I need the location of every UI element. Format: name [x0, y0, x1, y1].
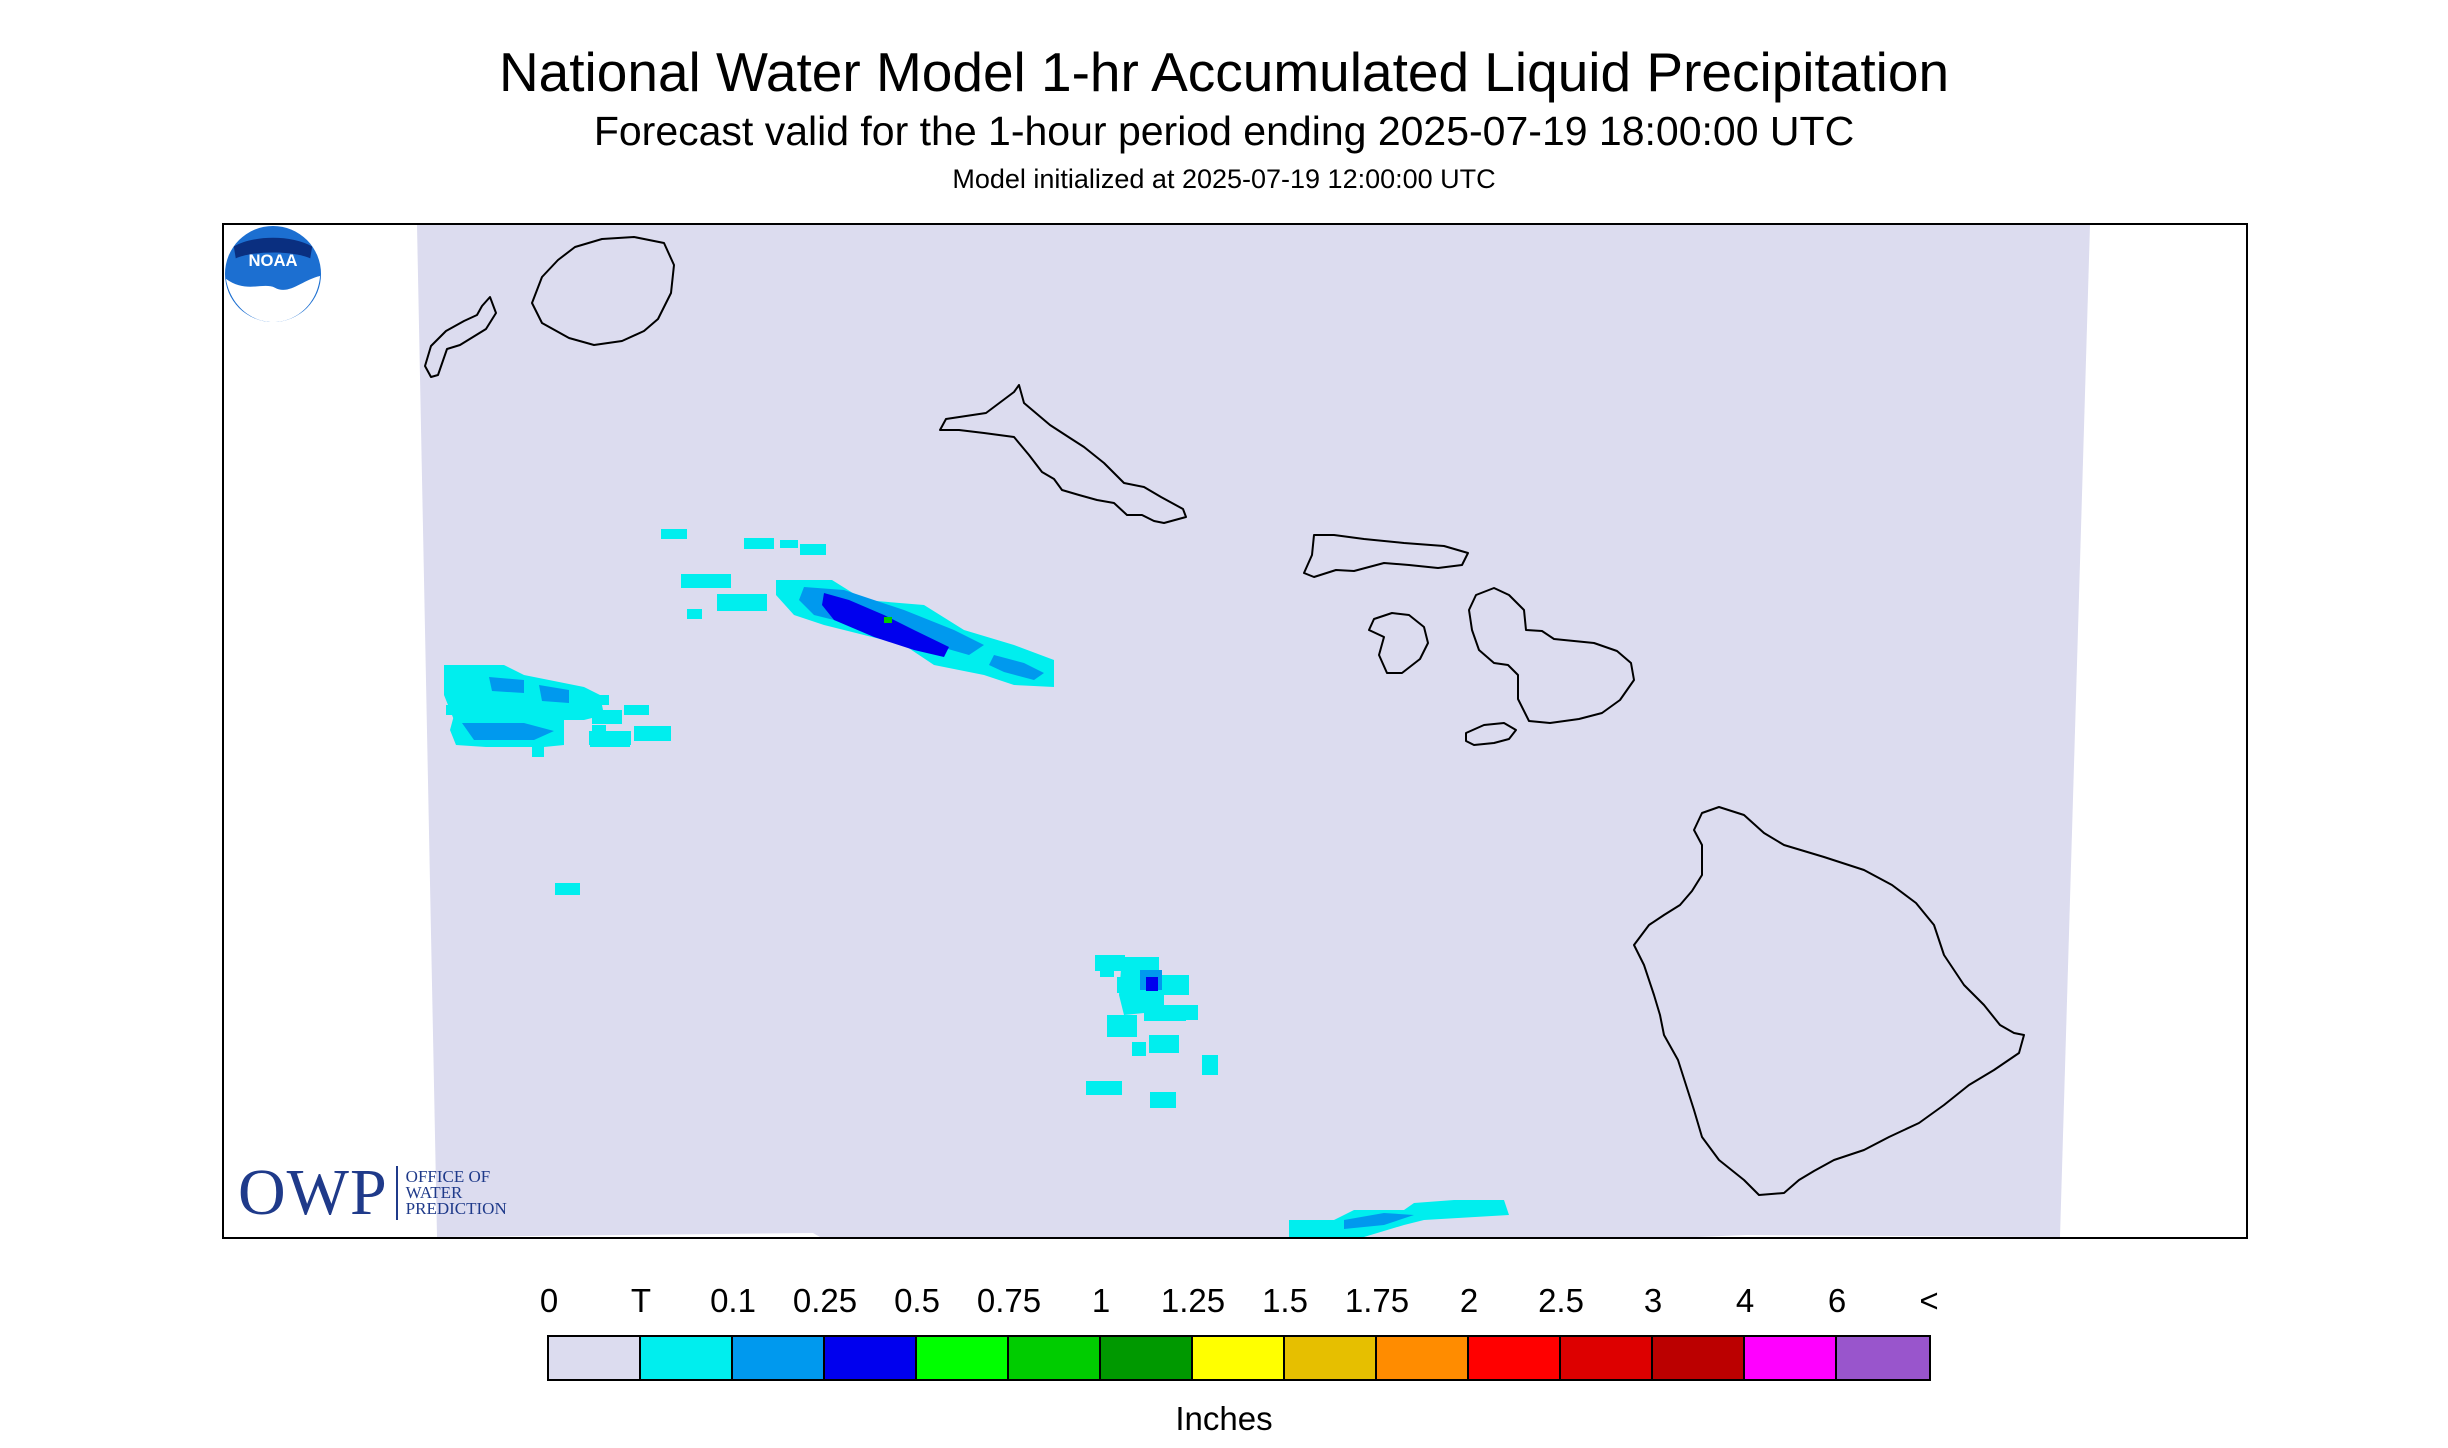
legend-swatch: [1561, 1337, 1653, 1379]
legend-swatch: [641, 1337, 733, 1379]
legend-label: 2: [1459, 1282, 1479, 1319]
map-canvas: [417, 225, 2090, 1237]
owp-logo-text: OFFICE OF WATER PREDICTION: [405, 1167, 507, 1218]
legend-label: 1.25: [1160, 1282, 1226, 1319]
legend-label: 3: [1643, 1282, 1663, 1319]
legend-labels: 0 T 0.1 0.25 0.5 0.75 1 1.25 1.5 1.75 2 2.5 3 4 6 <: [0, 1282, 2448, 1322]
legend-swatch: [1193, 1337, 1285, 1379]
island-molokai: [1303, 534, 1469, 578]
legend-swatch: [1101, 1337, 1193, 1379]
island-kahoolawe: [1465, 722, 1517, 746]
model-init-time: Model initialized at 2025-07-19 12:00:00…: [952, 164, 1496, 194]
noaa-logo: NOAA: [224, 225, 322, 323]
legend-swatch: [1377, 1337, 1469, 1379]
legend-swatch: [1653, 1337, 1745, 1379]
island-oahu: [939, 384, 1187, 524]
owp-logo: OWP OFFICE OF WATER PREDICTION: [238, 1155, 507, 1231]
legend-label: 0.75: [976, 1282, 1042, 1319]
legend-swatch: [733, 1337, 825, 1379]
legend-label: 2.5: [1538, 1282, 1584, 1319]
legend-label: 0.5: [894, 1282, 940, 1319]
noaa-logo-text: NOAA: [248, 251, 297, 270]
owp-logo-mark: OWP: [238, 1156, 388, 1229]
legend-label: 4: [1735, 1282, 1755, 1319]
island-lanai: [1368, 612, 1429, 674]
precip-peak-cell: [884, 617, 892, 623]
legend-label: <: [1919, 1282, 1939, 1319]
legend-units: Inches: [1175, 1400, 1273, 1437]
legend-label: 1: [1091, 1282, 1111, 1319]
legend-label: 6: [1827, 1282, 1847, 1319]
legend-label: 1.5: [1262, 1282, 1308, 1319]
precipitation-map: OWP OFFICE OF WATER PREDICTION NOAA: [222, 223, 2248, 1239]
coastlines: [424, 236, 2025, 1196]
legend-label: 0.25: [792, 1282, 858, 1319]
legend-swatch: [1469, 1337, 1561, 1379]
legend-color-bar: [547, 1335, 1931, 1381]
map-subtitle: Forecast valid for the 1-hour period end…: [593, 108, 1855, 154]
island-niihau: [424, 296, 497, 378]
owp-logo-divider: [395, 1166, 398, 1220]
precip-moderate-cells: [822, 593, 1158, 991]
legend-swatch: [825, 1337, 917, 1379]
island-kauai: [531, 236, 675, 346]
legend-label: 0: [539, 1282, 559, 1319]
owp-logo-line-1: OFFICE OF: [405, 1167, 491, 1186]
map-title: National Water Model 1-hr Accumulated Li…: [498, 41, 1950, 103]
legend-label: T: [630, 1282, 652, 1319]
legend-swatch: [917, 1337, 1009, 1379]
owp-logo-line-3: PREDICTION: [405, 1199, 507, 1218]
legend-swatch: [549, 1337, 641, 1379]
owp-logo-line-2: WATER: [405, 1183, 463, 1202]
legend-swatch: [1285, 1337, 1377, 1379]
model-domain: [417, 225, 2090, 1237]
legend-swatch: [1009, 1337, 1101, 1379]
legend-label: 1.75: [1344, 1282, 1410, 1319]
legend-swatch: [1745, 1337, 1837, 1379]
island-maui: [1468, 587, 1635, 724]
legend-swatch: [1837, 1337, 1929, 1379]
island-hawaii: [1633, 806, 2025, 1196]
legend-label: 0.1: [710, 1282, 756, 1319]
